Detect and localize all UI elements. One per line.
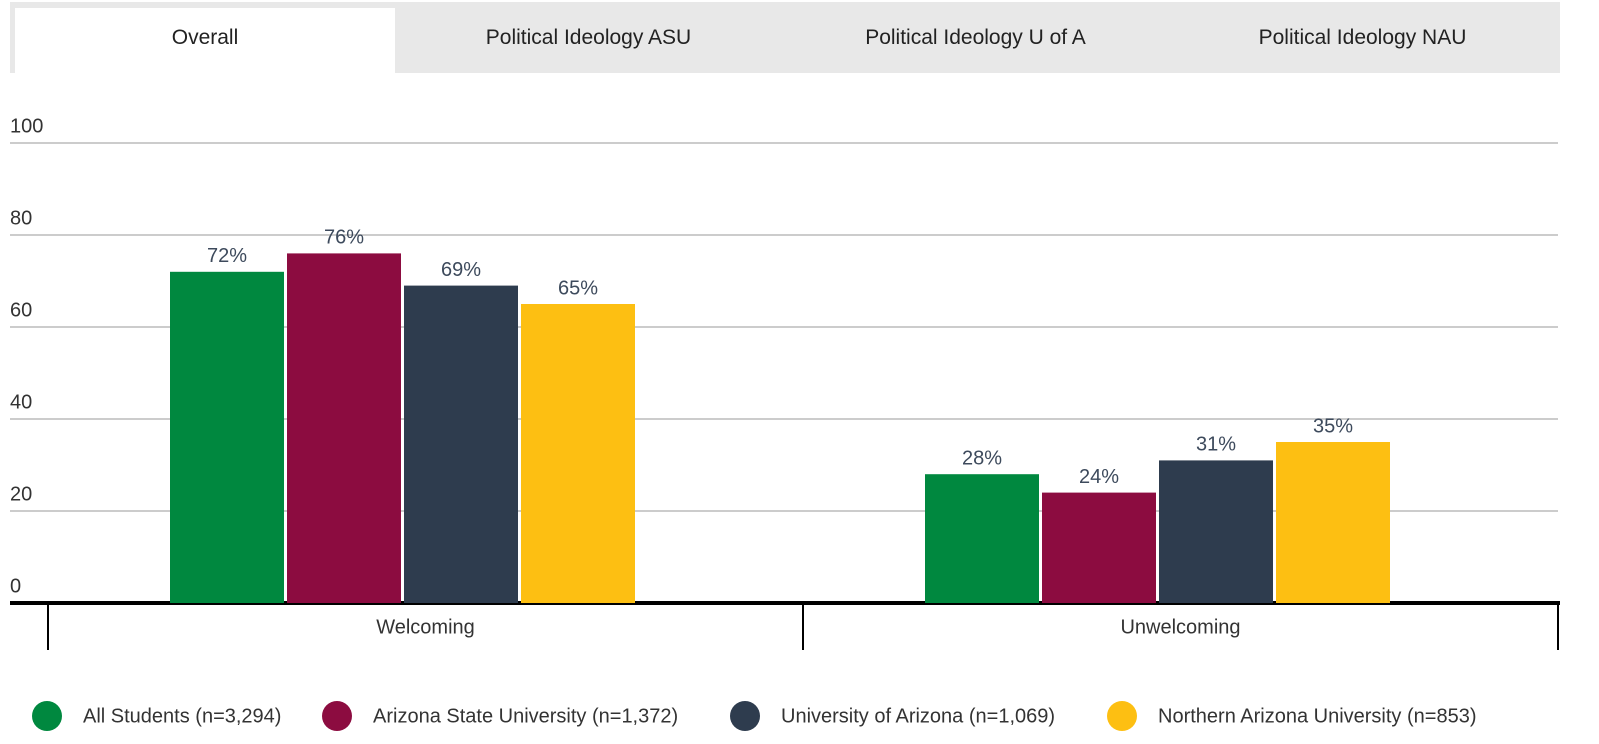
data-label: 28% [962,447,1002,469]
legend-swatch [322,701,352,731]
y-tick-label: 20 [10,483,32,505]
bar [1159,460,1273,603]
bar [1042,492,1156,603]
bar [925,474,1039,603]
tab-bar: Overall Political Ideology ASU Political I… [10,2,1560,73]
tab[interactable]: Political Ideology U of A [865,25,1086,49]
bar [521,304,635,603]
bar [404,285,518,603]
tab[interactable]: Political Ideology ASU [485,25,692,49]
legend-label: Arizona State University (n=1,372) [373,705,678,727]
y-tick-label: 0 [10,575,21,597]
data-label: 35% [1313,415,1353,437]
data-label: 31% [1196,434,1236,456]
y-tick-label: 60 [10,299,32,321]
bar [170,271,284,603]
data-label: 69% [441,259,481,281]
data-label: 65% [558,277,598,299]
legend-label: All Students (n=3,294) [83,705,281,727]
legend-swatch [1107,701,1137,731]
legend-swatch [32,701,62,731]
data-label: 76% [324,227,364,249]
y-tick-label: 100 [10,115,43,137]
legend-label: University of Arizona (n=1,069) [781,705,1055,727]
x-tick-label: Unwelcoming [1120,616,1240,638]
data-label: 72% [207,245,247,267]
y-tick-label: 80 [10,207,32,229]
x-tick-label: Welcoming [376,616,475,638]
y-tick-label: 40 [10,391,32,413]
legend-label: Northern Arizona University (n=853) [1158,705,1476,727]
tab[interactable]: Political Ideology NAU [1258,25,1467,49]
tab[interactable]: Overall [15,8,395,73]
legend-swatch [730,701,760,731]
bar [287,253,401,603]
bar [1276,442,1390,603]
data-label: 24% [1079,466,1119,488]
